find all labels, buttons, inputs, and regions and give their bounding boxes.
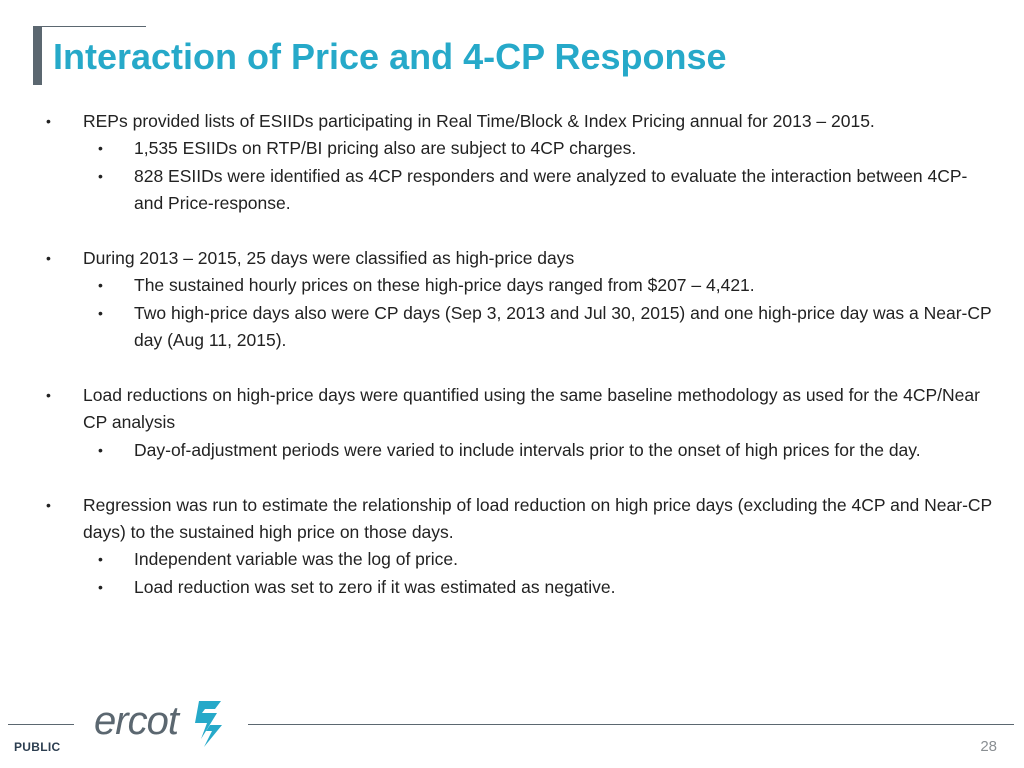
bullet-item: • Load reductions on high-price days wer… [0,382,1024,437]
sub-bullet-item: • 828 ESIIDs were identified as 4CP resp… [0,163,1024,218]
slide-content: • REPs provided lists of ESIIDs particip… [0,108,1024,601]
classification-label: PUBLIC [14,740,61,754]
bullet-marker: • [46,250,51,267]
spacer [0,218,1024,245]
sub-bullet-text: Day-of-adjustment periods were varied to… [134,439,921,460]
ercot-logo: ercot [94,697,234,749]
slide-title: Interaction of Price and 4-CP Response [53,36,727,77]
bullet-marker: • [98,441,103,458]
bullet-text: REPs provided lists of ESIIDs participat… [83,111,875,131]
bullet-marker: • [46,496,51,513]
title-accent-bar [33,26,42,85]
sub-bullet-text: 1,535 ESIIDs on RTP/BI pricing also are … [134,138,637,159]
footer-rule-left [8,724,74,725]
bullet-text: During 2013 – 2015, 25 days were classif… [83,248,575,269]
sub-bullet-item: • Load reduction was set to zero if it w… [0,574,1024,601]
sub-bullet-item: • Two high-price days also were CP days … [0,300,1024,355]
sub-bullet-text: 828 ESIIDs were identified as 4CP respon… [134,165,968,214]
title-top-rule [33,26,146,27]
page-number: 28 [980,738,997,755]
bullet-item: • During 2013 – 2015, 25 days were class… [0,245,1024,272]
bullet-marker: • [98,277,103,294]
bullet-marker: • [46,113,51,129]
bullet-marker: • [98,167,103,184]
bullet-marker: • [98,551,103,568]
spacer [0,464,1024,491]
bullet-marker: • [98,304,103,321]
bullet-marker: • [98,140,103,157]
bullet-marker: • [46,387,51,404]
sub-bullet-item: • Day-of-adjustment periods were varied … [0,437,1024,464]
bullet-marker: • [98,578,103,595]
sub-bullet-text: Independent variable was the log of pric… [134,549,458,570]
sub-bullet-item: • The sustained hourly prices on these h… [0,272,1024,299]
sub-bullet-text: Two high-price days also were CP days (S… [134,302,992,351]
sub-bullet-text: Load reduction was set to zero if it was… [134,576,616,597]
spacer [0,355,1024,382]
footer-rule-right [248,724,1014,725]
ercot-lightning-icon [195,701,222,747]
sub-bullet-item: • 1,535 ESIIDs on RTP/BI pricing also ar… [0,135,1024,162]
logo-wordmark: ercot [94,699,179,743]
bullet-item: • Regression was run to estimate the rel… [0,492,1024,547]
bullet-text: Load reductions on high-price days were … [83,385,980,433]
bullet-text: Regression was run to estimate the relat… [83,494,992,543]
sub-bullet-text: The sustained hourly prices on these hig… [134,275,755,296]
bullet-item: • REPs provided lists of ESIIDs particip… [0,108,1024,135]
sub-bullet-item: • Independent variable was the log of pr… [0,546,1024,573]
